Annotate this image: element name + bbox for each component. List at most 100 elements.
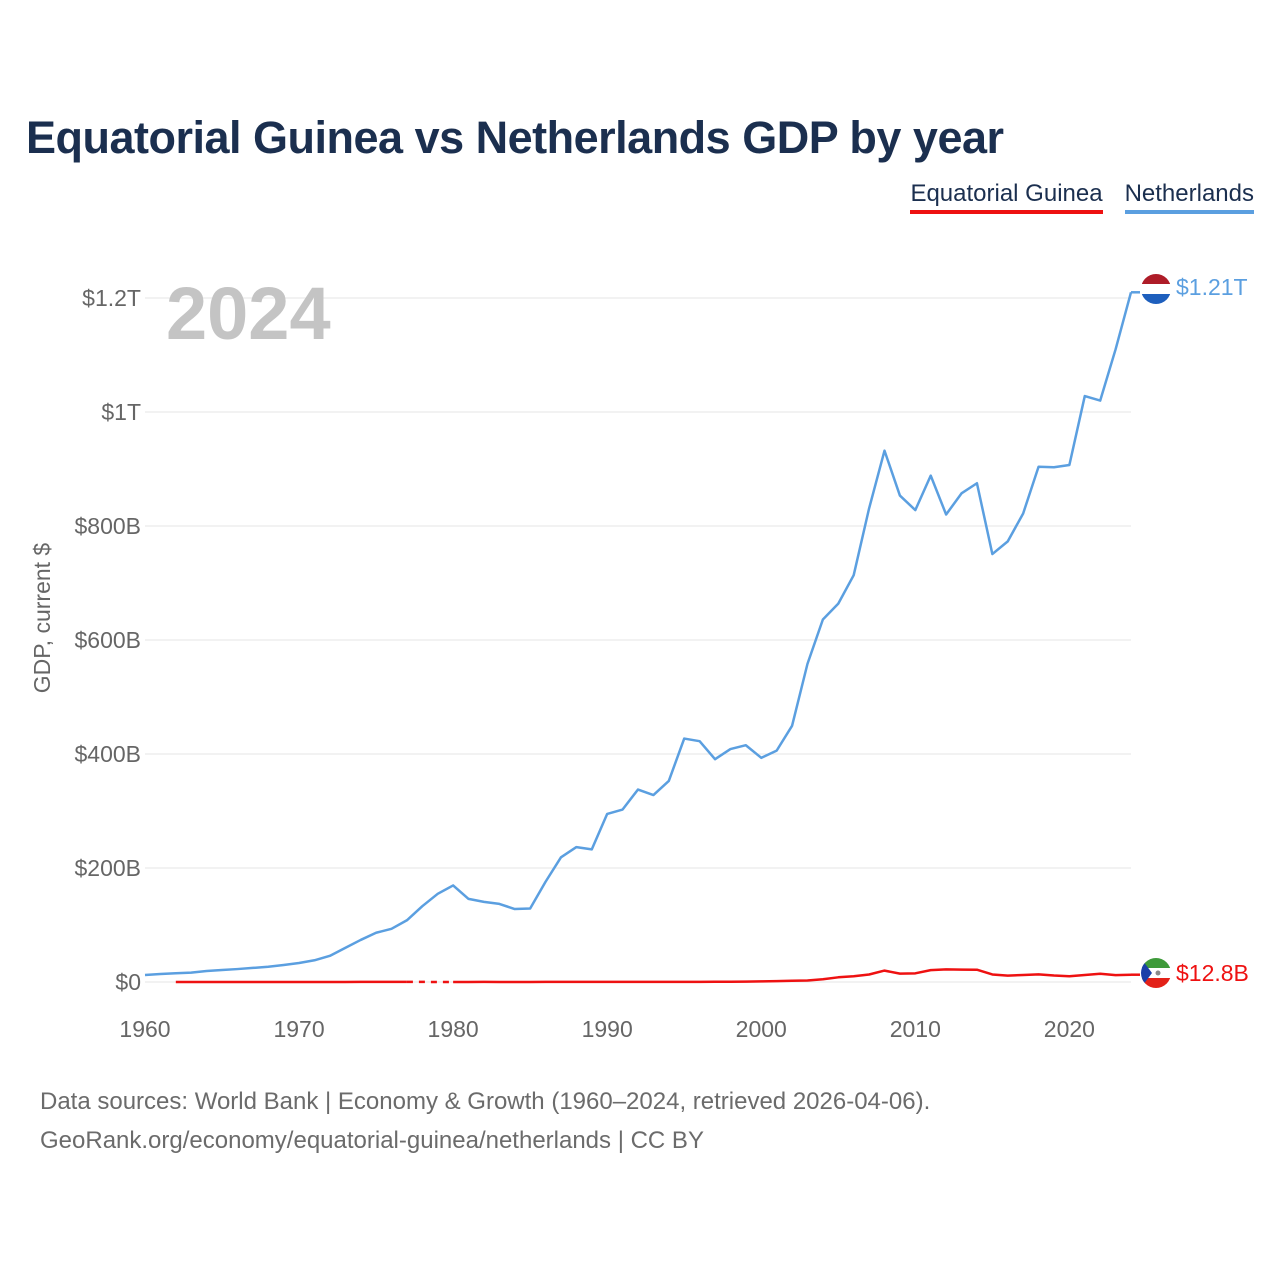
- data-point-equatorial-guinea: [528, 980, 532, 984]
- data-point-netherlands: [158, 972, 162, 976]
- data-point-equatorial-guinea: [651, 980, 655, 984]
- data-point-equatorial-guinea: [1114, 973, 1118, 977]
- data-point-equatorial-guinea: [174, 980, 178, 984]
- data-point-equatorial-guinea: [883, 969, 887, 973]
- x-axis: 1960 1970 1980 1990 2000 2010 2020: [119, 1016, 1095, 1042]
- data-point-equatorial-guinea: [220, 980, 224, 984]
- data-point-netherlands: [1067, 463, 1071, 467]
- data-point-netherlands: [867, 506, 871, 510]
- y-tick-label: $600B: [74, 627, 141, 653]
- data-point-equatorial-guinea: [775, 979, 779, 983]
- data-point-equatorial-guinea: [1083, 973, 1087, 977]
- x-tick-label: 1960: [119, 1016, 170, 1042]
- data-point-equatorial-guinea: [205, 980, 209, 984]
- data-point-equatorial-guinea: [713, 980, 717, 984]
- x-tick-label: 1990: [582, 1016, 633, 1042]
- data-point-netherlands: [805, 662, 809, 666]
- data-point-netherlands: [1006, 539, 1010, 543]
- data-point-equatorial-guinea: [944, 967, 948, 971]
- data-point-netherlands: [251, 966, 255, 970]
- data-point-netherlands: [420, 904, 424, 908]
- data-point-netherlands: [590, 847, 594, 851]
- legend-item-netherlands[interactable]: Netherlands: [1124, 180, 1254, 214]
- data-point-netherlands: [728, 747, 732, 751]
- data-point-netherlands: [174, 971, 178, 975]
- data-point-equatorial-guinea: [698, 980, 702, 984]
- data-point-equatorial-guinea: [1052, 974, 1056, 978]
- page-title: Equatorial Guinea vs Netherlands GDP by …: [26, 112, 1004, 163]
- data-point-netherlands: [975, 481, 979, 485]
- data-point-netherlands: [1114, 347, 1118, 351]
- data-point-netherlands: [775, 749, 779, 753]
- data-point-netherlands: [297, 961, 301, 965]
- data-point-equatorial-guinea: [759, 979, 763, 983]
- data-point-netherlands: [744, 743, 748, 747]
- data-point-netherlands: [343, 946, 347, 950]
- series-line-equatorial-guinea: [453, 968, 1132, 984]
- data-point-netherlands: [312, 958, 316, 962]
- data-point-equatorial-guinea: [251, 980, 255, 984]
- data-point-equatorial-guinea: [590, 980, 594, 984]
- y-tick-label: $1.2T: [82, 285, 141, 311]
- data-point-equatorial-guinea: [836, 975, 840, 979]
- data-point-netherlands: [282, 963, 286, 967]
- year-watermark: 2024: [166, 272, 331, 355]
- data-point-netherlands: [390, 927, 394, 931]
- data-point-netherlands: [651, 793, 655, 797]
- data-point-equatorial-guinea: [929, 968, 933, 972]
- data-point-equatorial-guinea: [544, 980, 548, 984]
- data-point-equatorial-guinea: [990, 972, 994, 976]
- data-point-equatorial-guinea: [682, 980, 686, 984]
- data-point-netherlands: [205, 969, 209, 973]
- x-tick-label: 2010: [890, 1016, 941, 1042]
- data-point-netherlands: [1021, 511, 1025, 515]
- data-point-equatorial-guinea: [744, 980, 748, 984]
- data-point-netherlands: [821, 617, 825, 621]
- equatorial-guinea-flag-icon: [1141, 958, 1171, 988]
- data-point-equatorial-guinea: [297, 980, 301, 984]
- y-axis-label: GDP, current $: [29, 543, 55, 694]
- y-tick-label: $1T: [101, 399, 141, 425]
- data-point-netherlands: [528, 907, 532, 911]
- data-point-equatorial-guinea: [312, 980, 316, 984]
- data-point-equatorial-guinea: [790, 979, 794, 983]
- data-point-netherlands: [436, 892, 440, 896]
- data-point-netherlands: [559, 855, 563, 859]
- data-point-equatorial-guinea: [667, 980, 671, 984]
- data-point-netherlands: [636, 788, 640, 792]
- data-point-netherlands: [836, 602, 840, 606]
- end-label-netherlands: $1.21T: [1176, 274, 1248, 300]
- data-point-netherlands: [482, 900, 486, 904]
- data-point-netherlands: [266, 965, 270, 969]
- data-point-equatorial-guinea: [343, 980, 347, 984]
- x-tick-label: 1970: [273, 1016, 324, 1042]
- data-point-equatorial-guinea: [467, 980, 471, 984]
- data-point-equatorial-guinea: [975, 968, 979, 972]
- data-point-netherlands: [852, 573, 856, 577]
- data-point-equatorial-guinea: [282, 980, 286, 984]
- data-point-equatorial-guinea: [898, 972, 902, 976]
- data-point-equatorial-guinea: [513, 980, 517, 984]
- data-point-equatorial-guinea: [574, 980, 578, 984]
- data-point-equatorial-guinea: [605, 980, 609, 984]
- data-point-netherlands: [960, 491, 964, 495]
- data-point-netherlands: [698, 739, 702, 743]
- data-point-equatorial-guinea: [913, 971, 917, 975]
- data-point-netherlands: [913, 508, 917, 512]
- netherlands-flag-icon: [1141, 274, 1171, 304]
- footer: Data sources: World Bank | Economy & Gro…: [40, 1082, 930, 1160]
- data-point-equatorial-guinea: [821, 977, 825, 981]
- data-point-netherlands: [1037, 465, 1041, 469]
- data-point-netherlands: [990, 552, 994, 556]
- data-point-equatorial-guinea: [235, 980, 239, 984]
- y-tick-label: $400B: [74, 741, 141, 767]
- data-point-equatorial-guinea: [497, 980, 501, 984]
- legend-item-equatorial-guinea[interactable]: Equatorial Guinea: [910, 180, 1103, 214]
- data-point-equatorial-guinea: [266, 980, 270, 984]
- y-tick-label: $0: [115, 969, 141, 995]
- data-point-netherlands: [374, 931, 378, 935]
- grid-layer: [145, 297, 1131, 983]
- data-point-netherlands: [682, 737, 686, 741]
- legend: Equatorial Guinea Netherlands: [910, 180, 1254, 214]
- data-point-equatorial-guinea: [1021, 973, 1025, 977]
